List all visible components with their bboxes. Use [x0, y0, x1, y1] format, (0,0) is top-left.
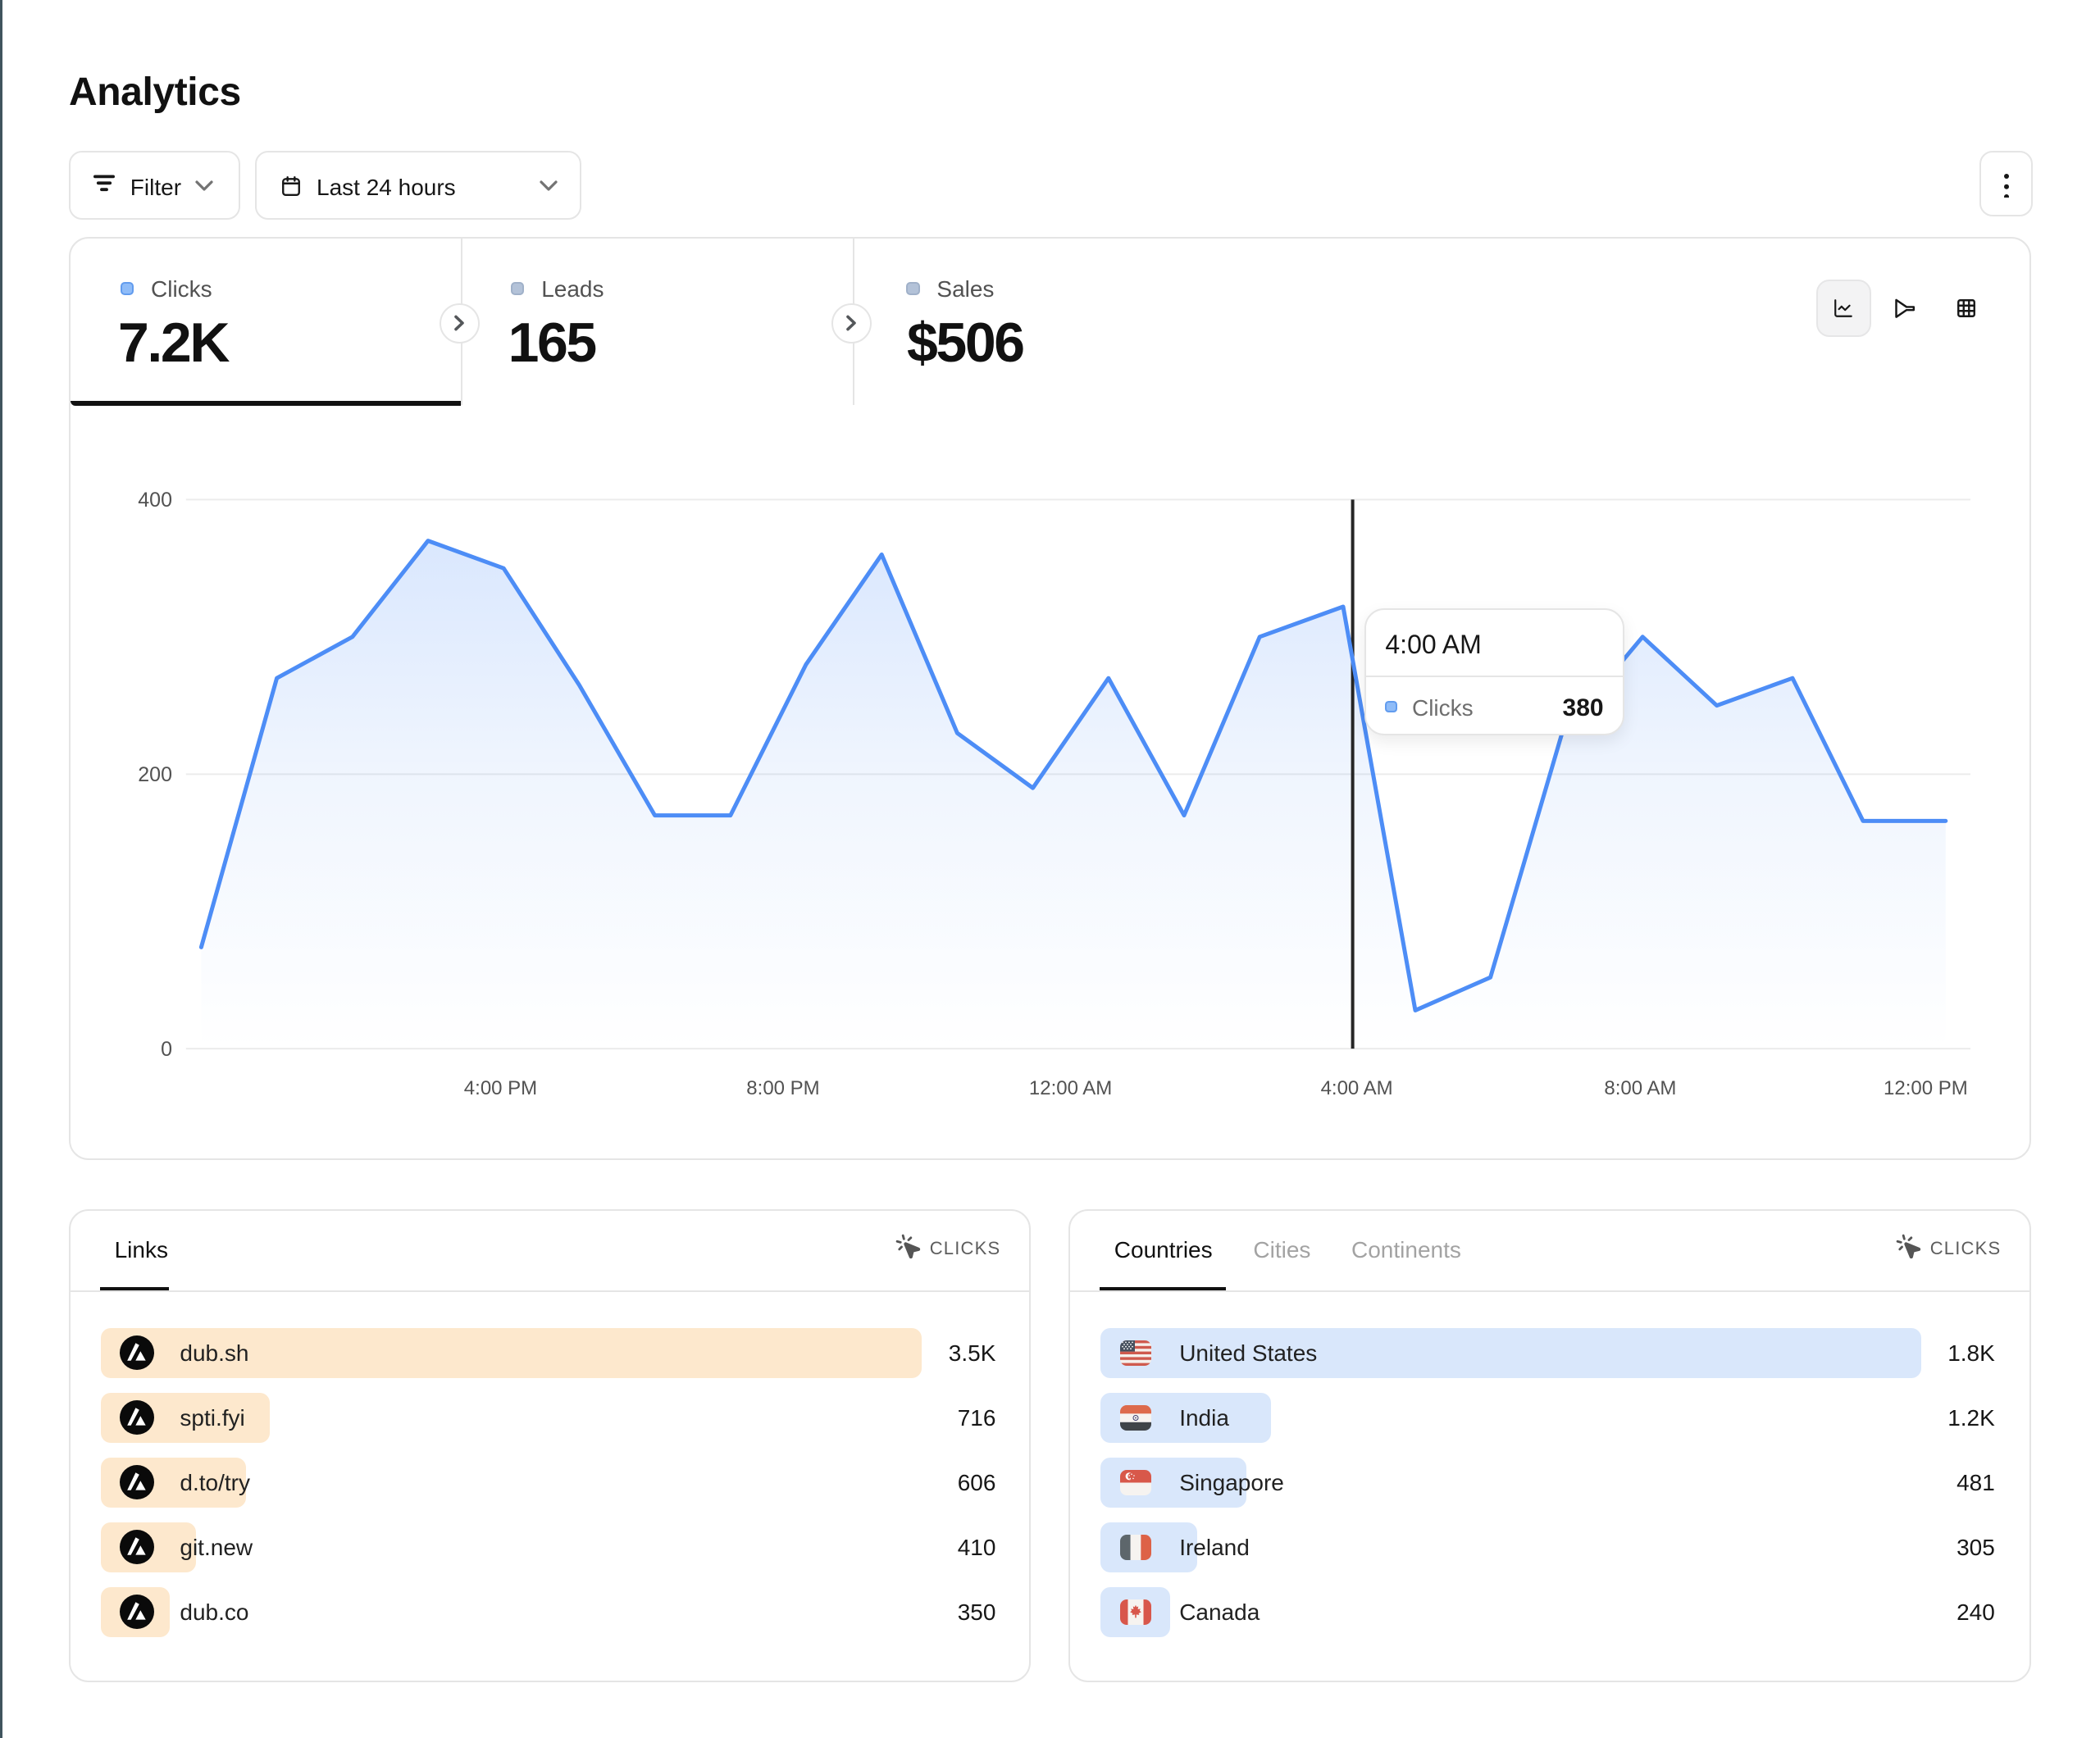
svg-text:0: 0: [161, 1037, 172, 1060]
svg-text:12:00 AM: 12:00 AM: [1029, 1077, 1112, 1099]
svg-text:4:00 PM: 4:00 PM: [464, 1077, 537, 1099]
svg-text:12:00 PM: 12:00 PM: [1884, 1077, 1968, 1099]
svg-text:200: 200: [138, 763, 172, 786]
svg-text:4:00 AM: 4:00 AM: [1321, 1077, 1393, 1099]
svg-text:8:00 PM: 8:00 PM: [746, 1077, 819, 1099]
svg-text:400: 400: [138, 489, 172, 512]
svg-text:8:00 AM: 8:00 AM: [1604, 1077, 1676, 1099]
